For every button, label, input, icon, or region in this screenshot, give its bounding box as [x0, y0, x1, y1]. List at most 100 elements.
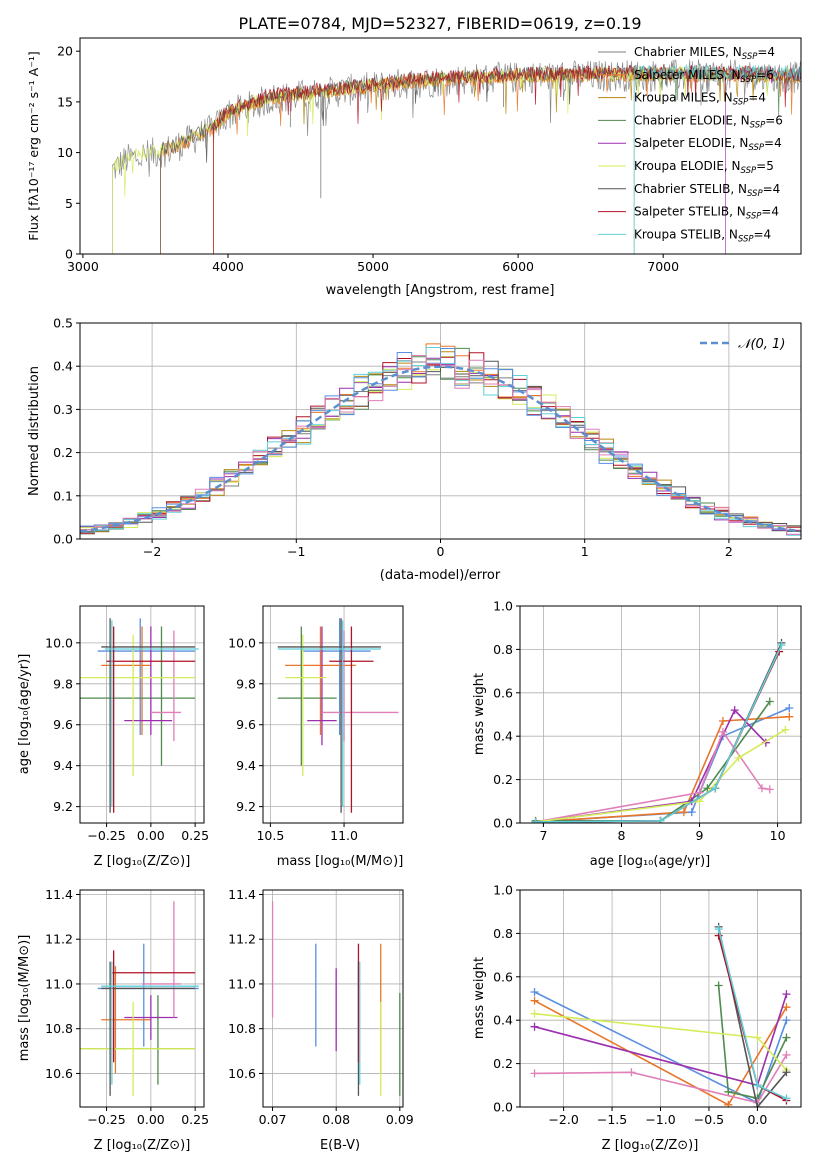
y-tick-label: 10.6 [228, 1066, 256, 1081]
age-vs-z-panel: Z [log₁₀(Z/Z⊙)] age [log₁₀(age/yr)] −0.2… [17, 605, 209, 869]
spectrum-legend: Chabrier MILES, NSSP=4 Salpeter MILES, NS… [598, 45, 783, 244]
y-tick-label: 0.2 [493, 1056, 513, 1071]
x-tick-label: 2 [725, 544, 733, 559]
y-tick-label: 0.6 [493, 685, 513, 700]
x-tick-label: 1 [581, 544, 589, 559]
x-tick-label: 10 [770, 828, 786, 843]
plus-marker [530, 1069, 539, 1078]
x-tick-label: 11.0 [330, 828, 358, 843]
x-tick-label: 7 [539, 828, 547, 843]
plus-marker [753, 1081, 762, 1090]
mass-ebv-plot: 0.07 0.08 0.09 10.6 10.8 11.0 11.2 11.4 [228, 887, 414, 1127]
legend-subscript: SSP [742, 52, 758, 62]
plus-marker [703, 784, 712, 793]
legend-normal-label: 𝒩(0, 1) [738, 337, 785, 352]
spectrum-plot: 3000 4000 5000 6000 7000 0 5 10 15 20 Chabrier MIL… [57, 37, 802, 274]
plus-marker [782, 1016, 791, 1025]
mass-z-ylabel: mass [log₁₀(M/M⊙)] [17, 935, 32, 1062]
y-tick-label: 11.2 [45, 932, 73, 947]
legend-suffix: =4 [748, 91, 766, 105]
y-tick-label: 15 [57, 94, 73, 109]
x-tick-label: 10.5 [256, 828, 284, 843]
plus-marker [530, 987, 539, 996]
plus-marker [734, 753, 743, 762]
y-tick-label: 10.0 [228, 635, 256, 650]
plus-marker [530, 1022, 539, 1031]
plus-marker [785, 712, 794, 721]
legend-subscript: SSP [733, 98, 749, 108]
plus-marker [782, 1068, 791, 1077]
legend-label: Salpeter MILES, NSSP=6 [634, 68, 774, 85]
mass-z-plot: −0.25 0.00 0.25 10.6 10.8 11.0 11.2 11.4 [45, 887, 209, 1127]
spectrum-ylabel: Flux [fλ10⁻¹⁷ erg cm⁻² s⁻¹ A⁻¹] [26, 51, 41, 240]
y-tick-label: 5 [65, 196, 73, 211]
legend-subscript: SSP [747, 189, 763, 199]
plus-marker [718, 717, 727, 726]
plus-marker [785, 703, 794, 712]
legend-subscript: SSP [748, 143, 764, 153]
histogram-ylabel: Normed distribution [27, 366, 42, 496]
y-tick-label: 0.0 [493, 816, 513, 831]
axes-frame [519, 605, 802, 824]
y-tick-label: 11.0 [228, 976, 256, 991]
x-tick-label: −1.5 [597, 1112, 627, 1127]
weight-vs-z-panel: Z [log₁₀(Z/Z⊙)] mass weight −2.0 −1.5 −1.0… [472, 883, 802, 1153]
y-tick-label: 0.5 [53, 316, 73, 331]
plus-marker [782, 1003, 791, 1012]
plus-marker [530, 1009, 539, 1018]
legend-label: Kroupa STELIB, NSSP=4 [634, 227, 771, 244]
y-tick-label: 9.4 [236, 758, 256, 773]
weight-age-plot: 7 8 9 10 0.0 0.2 0.4 0.6 0.8 1.0 [493, 599, 802, 843]
y-tick-label: 9.8 [53, 676, 73, 691]
y-tick-label: 10.8 [45, 1021, 73, 1036]
weight-line [535, 715, 790, 823]
y-tick-label: 11.4 [45, 887, 73, 902]
y-tick-label: 1.0 [493, 599, 513, 614]
histogram-plot: −2 −1 0 1 2 0.0 0.1 0.2 0.3 0.4 0.5 [53, 316, 802, 559]
spectrum-line [160, 67, 801, 254]
histogram-legend: 𝒩(0, 1) [700, 337, 785, 352]
plus-marker [753, 1033, 762, 1042]
legend-suffix: =4 [763, 182, 781, 196]
axes-frame [79, 605, 205, 824]
plus-marker [777, 641, 786, 650]
spectrum-xlabel: wavelength [Angstrom, rest frame] [326, 283, 555, 298]
x-tick-label: −0.25 [87, 1112, 125, 1127]
legend-subscript: SSP [741, 75, 757, 85]
x-tick-label: 4000 [212, 259, 244, 274]
age-vs-mass-panel: mass [log₁₀(M/M⊙)] 10.5 11.09.29.49.69.81… [228, 605, 404, 869]
y-tick-label: 11.0 [45, 976, 73, 991]
plus-marker [714, 981, 723, 990]
plus-marker [687, 808, 696, 817]
mass-ebv-xlabel: E(B-V) [320, 1138, 360, 1153]
y-tick-label: 10.0 [45, 635, 73, 650]
legend-suffix: =5 [756, 159, 774, 173]
x-tick-label: −1 [287, 544, 305, 559]
spectrum-panel: PLATE=0784, MJD=52327, FIBERID=0619, z=0… [26, 14, 802, 298]
age-mass-plot: 10.5 11.0 9.2 9.4 9.6 9.8 10.0 [228, 605, 404, 843]
legend-suffix: =4 [761, 205, 779, 219]
plus-marker [765, 697, 774, 706]
y-tick-label: 20 [57, 44, 73, 59]
plus-marker [782, 990, 791, 999]
y-tick-label: 10.6 [45, 1066, 73, 1081]
plus-marker [730, 706, 739, 715]
weight-age-ylabel: mass weight [472, 673, 487, 755]
y-tick-label: 0.4 [53, 359, 73, 374]
weight-z-xlabel: Z [log₁₀(Z/Z⊙)] [602, 1138, 699, 1153]
plot-marks [80, 343, 801, 536]
age-z-ylabel: age [log₁₀(age/yr)] [17, 654, 32, 775]
normal-curve [80, 365, 801, 533]
plus-marker [724, 1100, 733, 1107]
mass-vs-ebv-panel: E(B-V) 0.07 0.08 0.09 10.6 10.8 11.0 11.2 11.4 [228, 887, 414, 1153]
x-tick-label: 6000 [502, 259, 534, 274]
plot-marks [277, 618, 399, 813]
legend-suffix: =4 [757, 45, 775, 59]
x-tick-label: −0.5 [694, 1112, 724, 1127]
plot-marks [271, 901, 401, 1096]
x-tick-label: 7000 [647, 259, 679, 274]
weight-vs-age-panel: age [log₁₀(age/yr)] mass weight 7 8 9 10 0.0… [472, 599, 802, 869]
y-tick-label: 10.8 [228, 1021, 256, 1036]
plus-marker [765, 785, 774, 794]
spectrum-line [112, 65, 801, 254]
